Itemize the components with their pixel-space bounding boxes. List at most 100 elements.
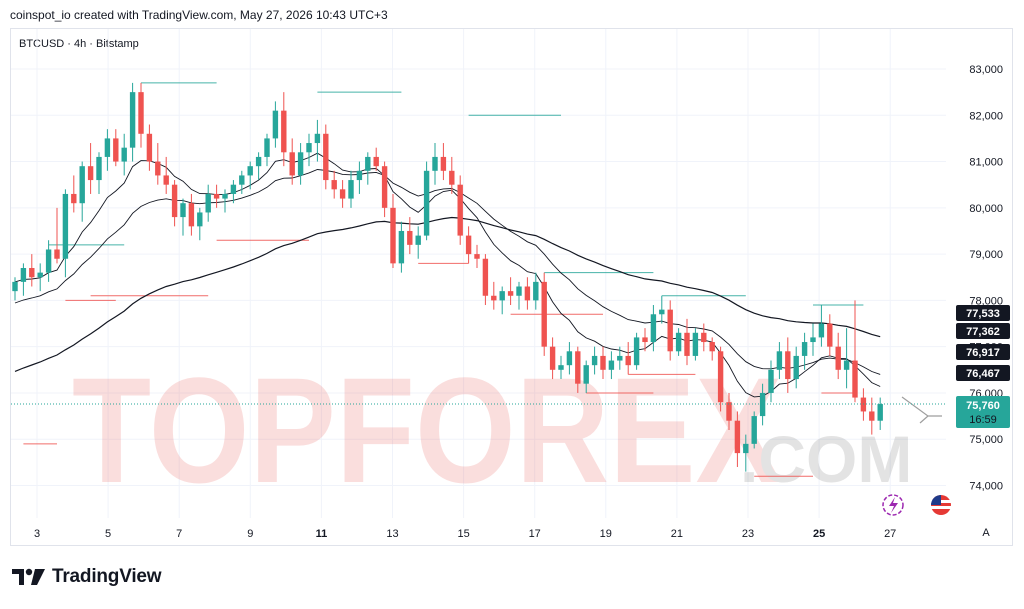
candle-down xyxy=(457,184,463,236)
candle-up xyxy=(591,355,598,366)
candle-down xyxy=(155,161,161,176)
candle-up xyxy=(818,323,825,338)
x-tick-label: 23 xyxy=(742,528,754,540)
flag-us-icon[interactable] xyxy=(931,495,951,515)
candle-down xyxy=(373,156,379,167)
candle-down xyxy=(541,281,547,347)
x-tick-label: 11 xyxy=(316,528,328,540)
x-tick-label: 3 xyxy=(34,528,40,540)
ma-line-long xyxy=(14,216,881,372)
candle-down xyxy=(709,342,715,352)
y-tick-label: 82,000 xyxy=(969,110,1003,122)
candle-down xyxy=(146,133,153,162)
candle-down xyxy=(701,332,707,343)
candle-up xyxy=(314,133,321,144)
candle-down xyxy=(87,166,94,181)
candle-down xyxy=(440,156,447,171)
candle-up xyxy=(197,212,203,227)
candle-up xyxy=(810,337,816,343)
candle-up xyxy=(759,392,766,417)
candle-down xyxy=(642,337,648,343)
tradingview-logo: TradingView xyxy=(12,566,162,588)
candle-down xyxy=(71,193,77,204)
tradingview-brand: TradingView xyxy=(52,566,162,587)
candle-up xyxy=(650,314,657,343)
candle-down xyxy=(449,170,455,185)
candle-down xyxy=(465,235,472,255)
x-tick-label: 5 xyxy=(105,528,111,540)
candle-up xyxy=(675,332,682,352)
auto-scale-button[interactable]: A xyxy=(982,527,990,539)
candle-up xyxy=(793,355,799,380)
candle-up xyxy=(692,332,699,356)
watermark-text: TOPFOREX xyxy=(72,346,782,514)
candle-down xyxy=(869,411,875,421)
candle-up xyxy=(20,267,27,282)
candle-up xyxy=(776,351,783,370)
candle-down xyxy=(524,286,531,301)
candle-up xyxy=(432,156,438,171)
candle-down xyxy=(600,355,606,370)
last-price-box xyxy=(956,396,1010,428)
candle-up xyxy=(297,152,304,176)
candle-up xyxy=(659,309,665,315)
price-tag-label: 76,467 xyxy=(966,368,1000,380)
candle-up xyxy=(247,166,253,176)
candle-down xyxy=(281,110,287,153)
candle-up xyxy=(205,193,211,213)
candle-up xyxy=(306,143,312,153)
candle-down xyxy=(482,258,489,296)
x-tick-label: 13 xyxy=(386,528,398,540)
candle-down xyxy=(835,346,841,370)
candle-up xyxy=(751,416,757,444)
candle-up xyxy=(365,156,371,171)
price-tag-box xyxy=(956,344,1010,360)
candle-up xyxy=(633,337,640,366)
y-tick-label: 81,000 xyxy=(969,157,1003,169)
candle-up xyxy=(45,249,52,273)
projection-arrow xyxy=(901,396,942,424)
candle-up xyxy=(533,281,539,301)
last-price-label: 75,760 xyxy=(966,400,1000,412)
candle-up xyxy=(566,351,573,366)
candle-up xyxy=(608,360,615,370)
price-tag-label: 76,917 xyxy=(966,347,1000,359)
candle-up xyxy=(37,272,43,278)
candle-up xyxy=(121,147,127,162)
candle-down xyxy=(507,291,514,296)
level-lines xyxy=(23,82,864,477)
price-axis: 83,00082,00081,00080,00079,00078,00077,0… xyxy=(969,64,1003,493)
candle-up xyxy=(843,360,850,370)
arrow-path xyxy=(901,396,942,424)
candle-up xyxy=(129,92,136,148)
candle-down xyxy=(138,92,144,134)
watermark-suffix: .COM xyxy=(740,422,912,496)
candle-down xyxy=(331,180,337,190)
candle-up xyxy=(617,355,623,361)
candle-down xyxy=(323,133,329,181)
candle-down xyxy=(188,203,195,227)
x-tick-label: 7 xyxy=(176,528,182,540)
x-tick-label: 21 xyxy=(671,528,683,540)
price-tag-box xyxy=(956,365,1010,381)
symbol-legend[interactable]: BTCUSD · 4h · Bitstamp xyxy=(19,38,139,50)
candle-up xyxy=(356,170,363,181)
candle-up xyxy=(415,235,421,245)
candle-up xyxy=(398,230,405,264)
price-tag-box xyxy=(956,305,1010,321)
y-tick-label: 80,000 xyxy=(969,203,1003,215)
candle-down xyxy=(407,230,413,245)
x-tick-label: 15 xyxy=(457,528,469,540)
replay-icon[interactable] xyxy=(882,494,904,516)
chart-frame xyxy=(10,28,1013,546)
candle-up xyxy=(743,443,749,454)
countdown-label: 16:59 xyxy=(969,414,997,426)
y-tick-label: 79,000 xyxy=(969,249,1003,261)
candle-down xyxy=(213,193,220,199)
price-tags: 77,533 77,362 76,917 76,467 75,760 16:59 xyxy=(956,305,1010,428)
candle-down xyxy=(625,355,631,366)
candle-up xyxy=(96,156,102,181)
candle-up xyxy=(230,184,237,194)
candle-up xyxy=(768,369,774,393)
